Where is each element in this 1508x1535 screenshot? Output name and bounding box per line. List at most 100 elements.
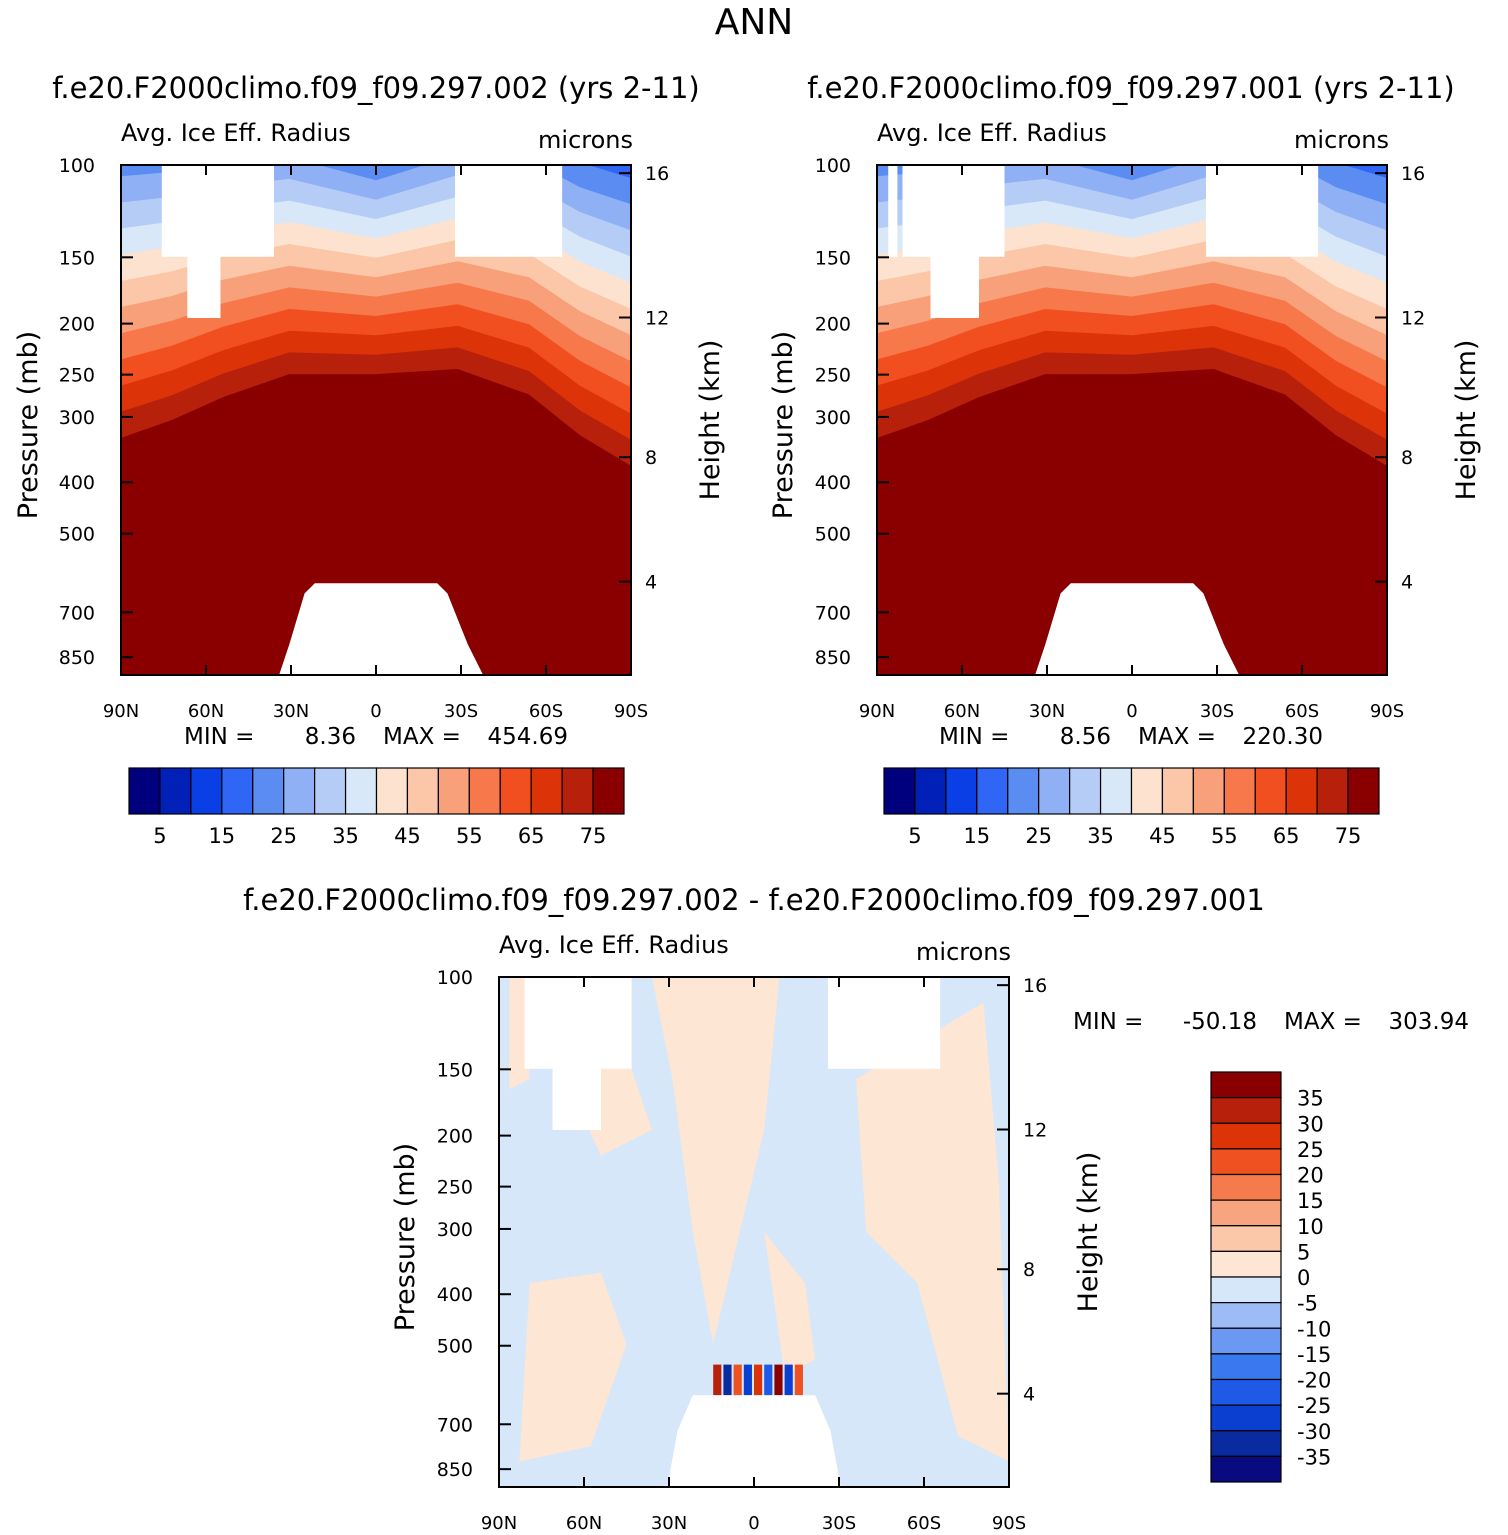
panel-left-left-string: Avg. Ice Eff. Radius (121, 119, 351, 147)
x-tick-label: 90S (1370, 701, 1404, 722)
panel-diff-units: microns (916, 938, 1011, 966)
x-tick-label: 30S (444, 701, 478, 722)
colorbar-tick-label: 20 (1297, 1164, 1324, 1188)
x-tick-label: 30S (1200, 701, 1234, 722)
contour-field-right (877, 165, 1387, 675)
colorbar-box (1210, 1404, 1282, 1432)
colorbar-tick-label: 35 (332, 824, 359, 848)
colorbar-box (1130, 767, 1164, 815)
colorbar-box (1210, 1378, 1282, 1406)
colorbar-box (883, 767, 916, 815)
colorbar-box (945, 767, 978, 815)
y-tick-label: 200 (815, 314, 851, 336)
colorbar-box (128, 767, 161, 815)
y-tick-label: 500 (59, 524, 95, 546)
min-value-diff: -50.18 (1183, 1009, 1257, 1035)
y-tick-label: 250 (59, 365, 95, 387)
x-tick-label: 60S (529, 701, 563, 722)
contour-band (509, 977, 530, 1090)
y-right-tick-label: 4 (1401, 572, 1413, 594)
colorbar-box (1038, 767, 1071, 815)
colorbar-tick-label: 5 (153, 824, 166, 848)
contour-band (733, 1364, 742, 1396)
y-tick-label: 300 (437, 1219, 473, 1241)
y-tick-label: 150 (437, 1059, 473, 1081)
y-tick-label: 150 (59, 247, 95, 269)
missing-data-mask (552, 1063, 601, 1130)
y-right-tick-label: 8 (1401, 447, 1413, 469)
colorbar-tick-label: 5 (908, 824, 921, 848)
colorbar-tick-label: 5 (1297, 1240, 1310, 1264)
colorbar-box (314, 767, 347, 815)
contour-field-diff (499, 977, 1009, 1487)
contour-band (784, 1364, 793, 1396)
colorbar-tick-label: -20 (1297, 1369, 1331, 1393)
y-tick-label: 100 (59, 155, 95, 177)
min-label-diff: MIN = (1073, 1009, 1143, 1035)
x-tick-label: 0 (370, 701, 381, 722)
panel-diff-title: f.e20.F2000climo.f09_f09.297.002 - f.e20… (243, 883, 1265, 917)
x-tick-label: 0 (748, 1513, 759, 1534)
colorbar-box (252, 767, 285, 815)
colorbar-box (1210, 1455, 1282, 1483)
y-tick-label: 200 (437, 1126, 473, 1148)
colorbar-tick-label: 15 (208, 824, 235, 848)
max-label-left: MAX = (383, 724, 461, 750)
colorbar-tick-label: 55 (1211, 824, 1238, 848)
colorbar-box (1210, 1199, 1282, 1227)
contour-band (713, 1364, 722, 1396)
topography-mask (667, 1395, 841, 1487)
colorbar-box (914, 767, 947, 815)
contour-band (519, 1272, 627, 1462)
colorbar-tick-label: 45 (394, 824, 421, 848)
contour-band (764, 1232, 816, 1375)
x-tick-label: 60N (566, 1513, 602, 1534)
contour-band (794, 1364, 803, 1396)
y-right-tick-label: 16 (1401, 163, 1425, 185)
panel-right-units: microns (1294, 126, 1389, 154)
colorbar-tick-label: -15 (1297, 1343, 1331, 1367)
colorbar-box (1210, 1173, 1282, 1201)
colorbar-tick-label: 35 (1087, 824, 1114, 848)
colorbar-box (1316, 767, 1349, 815)
y-right-axis-label-diff: Height (km) (1073, 1152, 1104, 1313)
colorbar-box (159, 767, 192, 815)
colorbar-box (1223, 767, 1256, 815)
panel-diff: f.e20.F2000climo.f09_f09.297.002 - f.e20… (243, 883, 1469, 1534)
max-value-diff: 303.94 (1389, 1009, 1469, 1035)
missing-data-mask (902, 165, 1005, 257)
y-tick-label: 700 (815, 602, 851, 624)
colorbar-box (1192, 767, 1225, 815)
colorbar-box (1210, 1122, 1282, 1150)
min-value-right: 8.56 (1060, 724, 1111, 750)
x-tick-label: 60N (188, 701, 224, 722)
y-tick-label: 250 (815, 365, 851, 387)
y-tick-label: 850 (59, 647, 95, 669)
y-right-tick-label: 4 (645, 572, 657, 594)
colorbar-tick-label: -35 (1297, 1445, 1331, 1469)
colorbar-tick-label: 30 (1297, 1112, 1324, 1136)
colorbar-tick-label: 35 (1297, 1087, 1324, 1111)
missing-data-mask (1205, 165, 1319, 257)
y-tick-label: 850 (815, 647, 851, 669)
colorbar-box (1254, 767, 1287, 815)
colorbar-box (1210, 1353, 1282, 1381)
x-tick-label: 90N (481, 1513, 517, 1534)
colorbar-box (437, 767, 470, 815)
x-tick-label: 90N (103, 701, 139, 722)
y-tick-label: 700 (59, 602, 95, 624)
colorbar-tick-label: -30 (1297, 1420, 1331, 1444)
missing-data-mask (827, 977, 941, 1069)
x-tick-label: 30N (1029, 701, 1065, 722)
y-right-tick-label: 8 (645, 447, 657, 469)
missing-data-mask (187, 251, 221, 318)
x-tick-label: 60S (1285, 701, 1319, 722)
colorbar-box (1210, 1250, 1282, 1278)
y-tick-label: 500 (437, 1336, 473, 1358)
y-tick-label: 400 (815, 472, 851, 494)
topography-mask (1035, 583, 1240, 675)
x-tick-label: 30N (651, 1513, 687, 1534)
y-tick-label: 500 (815, 524, 851, 546)
colorbar-tick-label: 65 (1273, 824, 1300, 848)
colorbar-box (1069, 767, 1102, 815)
